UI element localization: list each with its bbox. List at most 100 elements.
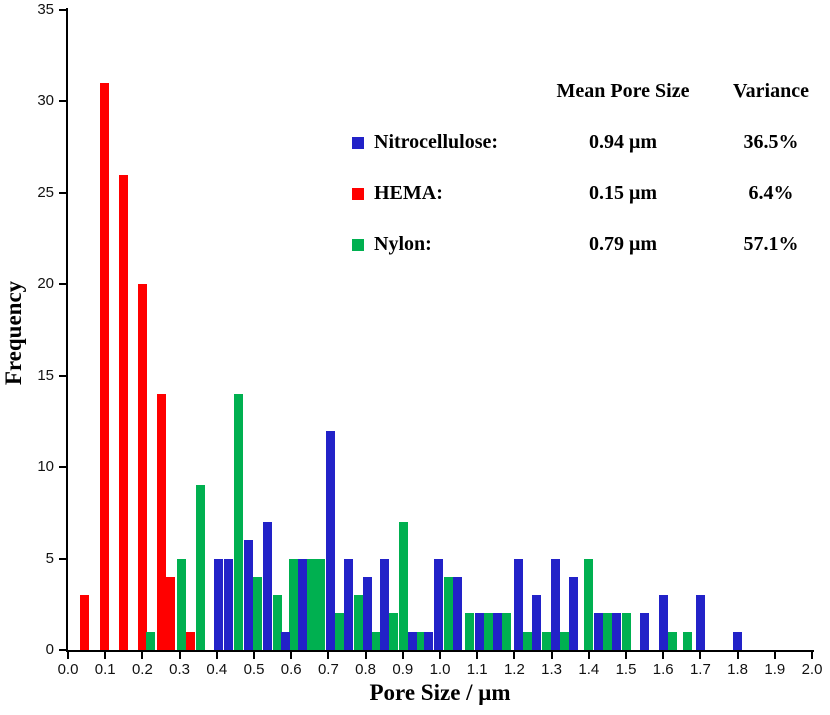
plot-area — [68, 10, 812, 650]
nylon-bar — [668, 631, 677, 650]
x-tick-label: 0.4 — [206, 661, 228, 678]
x-tick — [253, 652, 255, 659]
x-tick-label: 0.1 — [94, 661, 116, 678]
nylon-bar — [233, 394, 243, 650]
nylon-bar — [416, 631, 426, 650]
x-tick-label: 2.0 — [801, 661, 823, 678]
x-tick-label: 0.5 — [243, 661, 265, 678]
hema-bar — [80, 595, 90, 650]
nylon-swatch-icon — [352, 238, 364, 251]
x-tick-label: 0.8 — [355, 661, 377, 678]
legend-label-hema: HEMA: — [374, 182, 443, 204]
nitrocellulose-bar — [297, 558, 307, 650]
nitrocellulose-bar — [407, 631, 417, 650]
x-tick — [104, 652, 107, 659]
y-tick — [59, 100, 66, 103]
nitrocellulose-bar — [281, 631, 291, 650]
legend-item-hema: HEMA: — [352, 182, 534, 205]
nylon-bar — [307, 558, 317, 650]
y-axis-title: Frequency — [1, 280, 26, 386]
x-tick — [699, 652, 702, 659]
y-axis-line — [66, 8, 68, 652]
hema-bar — [166, 576, 176, 650]
y-tick-label: 20 — [37, 275, 54, 293]
x-axis-title: Pore Size / μm — [369, 680, 511, 705]
nitrocellulose-bar — [224, 558, 234, 650]
nylon-bar — [316, 558, 326, 650]
y-tick — [59, 466, 66, 469]
y-tick-label: 30 — [37, 92, 54, 110]
nitrocellulose-bar — [733, 631, 743, 650]
nitrocellulose-bar — [593, 613, 603, 650]
x-tick — [439, 652, 441, 659]
nylon-bar — [541, 631, 551, 650]
nitrocellulose-bar — [262, 522, 272, 650]
nitrocellulose-bar — [434, 558, 443, 650]
nylon-mean-value: 0.79 μm — [589, 233, 657, 255]
y-tick-label: 25 — [37, 183, 54, 201]
hema-bar — [137, 284, 147, 650]
x-tick-label: 1.8 — [727, 661, 749, 678]
nitrocellulose-bar — [532, 595, 542, 650]
y-tick — [59, 374, 66, 377]
nylon-bar — [602, 613, 612, 650]
nitrocellulose-bar — [243, 540, 253, 650]
nitrocellulose-bar — [326, 430, 336, 650]
y-tick — [59, 191, 66, 194]
y-tick-label: 10 — [37, 458, 54, 476]
x-tick-label: 0.3 — [169, 661, 191, 678]
legend-header-variance: Variance — [733, 80, 809, 102]
y-tick-label: 0 — [45, 641, 54, 658]
nylon-bar — [253, 576, 263, 650]
x-tick — [67, 652, 69, 659]
nylon-bar — [560, 631, 570, 650]
y-tick — [59, 283, 66, 286]
nitrocellulose-bar — [213, 558, 223, 650]
x-tick — [364, 652, 367, 659]
nitrocellulose-bar — [424, 631, 434, 650]
nitrocellulose-bar — [474, 613, 484, 650]
nitrocellulose-bar — [612, 613, 622, 650]
y-tick-label: 15 — [37, 366, 54, 384]
legend-label-nitrocellulose: Nitrocellulose: — [374, 131, 499, 153]
x-tick-label: 0.2 — [131, 661, 153, 678]
legend-item-nitrocellulose: Nitrocellulose: — [352, 131, 534, 154]
nylon-bar — [272, 595, 282, 650]
nylon-bar — [353, 595, 363, 650]
y-tick-label: 35 — [37, 1, 54, 18]
x-tick — [327, 652, 330, 659]
nylon-bar — [522, 631, 532, 650]
nitrocellulose-bar — [493, 613, 503, 650]
y-tick-label: 5 — [45, 549, 54, 567]
hema-bar — [186, 631, 196, 650]
nylon-bar — [146, 631, 156, 650]
legend-header-mean: Mean Pore Size — [556, 80, 690, 102]
nylon-bar — [465, 613, 475, 650]
nitrocellulose-bar — [550, 558, 560, 650]
nylon-bar — [195, 485, 205, 650]
nitrocellulose-bar — [695, 595, 705, 650]
nitrocellulose-swatch-icon — [352, 136, 364, 149]
x-tick-label: 1.4 — [578, 661, 600, 678]
legend-header-spacer — [352, 80, 534, 103]
x-tick — [513, 652, 516, 659]
nylon-bar — [621, 613, 631, 650]
nylon-bar — [288, 558, 298, 650]
y-tick — [59, 557, 66, 560]
nylon-bar — [399, 522, 409, 650]
nylon-bar — [483, 613, 493, 650]
x-tick-label: 1.3 — [541, 661, 563, 678]
x-tick-label: 0.7 — [317, 661, 339, 678]
x-axis-line — [66, 650, 814, 652]
nitrocellulose-bar — [380, 558, 390, 650]
x-tick — [736, 652, 739, 659]
y-tick — [59, 649, 66, 651]
hema-mean-value: 0.15 μm — [589, 182, 657, 204]
nylon-bar — [584, 558, 594, 650]
x-tick-label: 1.5 — [615, 661, 637, 678]
nylon-bar — [176, 558, 186, 650]
x-tick-label: 1.7 — [689, 661, 711, 678]
x-tick — [141, 652, 144, 659]
nitrocellulose-bar — [569, 576, 579, 650]
